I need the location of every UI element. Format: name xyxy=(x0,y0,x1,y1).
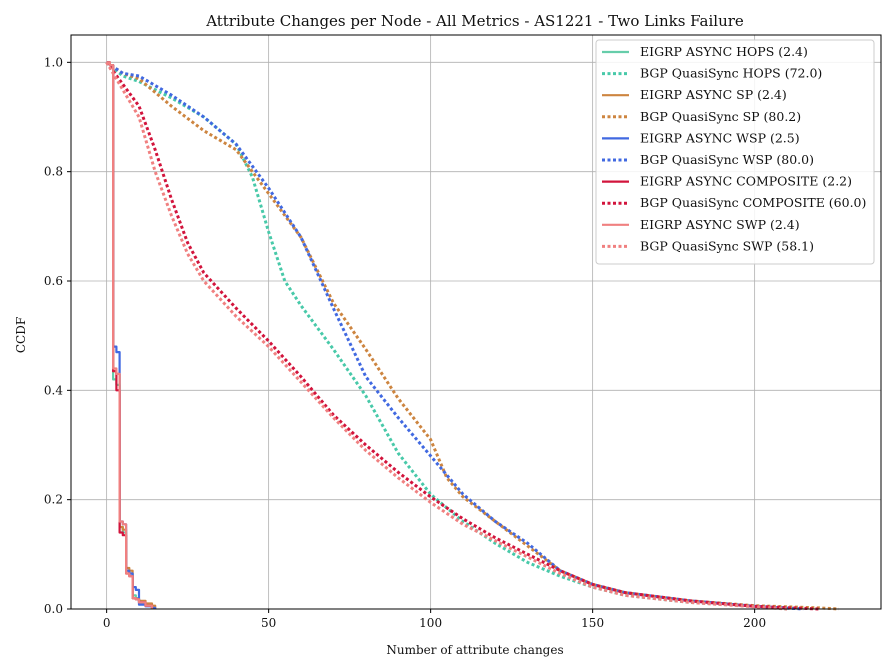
legend: EIGRP ASYNC HOPS (2.4) BGP QuasiSync HOPS… xyxy=(595,39,875,265)
y-tick-label: 0.0 xyxy=(44,602,63,616)
x-tick-label: 50 xyxy=(261,616,276,630)
legend-label: BGP QuasiSync WSP (80.0) xyxy=(640,152,814,167)
chart-title: Attribute Changes per Node - All Metrics… xyxy=(205,12,744,30)
y-tick-label: 0.4 xyxy=(44,383,63,397)
x-tick-label: 200 xyxy=(743,616,766,630)
y-axis: 0.0 0.2 0.4 0.6 0.8 1.0 xyxy=(44,55,71,616)
legend-label: EIGRP ASYNC SWP (2.4) xyxy=(640,217,800,232)
x-tick-label: 150 xyxy=(581,616,604,630)
series-line-8 xyxy=(106,61,154,609)
y-tick-label: 1.0 xyxy=(44,55,63,69)
legend-label: BGP QuasiSync COMPOSITE (60.0) xyxy=(640,195,866,210)
y-axis-label: CCDF xyxy=(14,317,28,353)
series-line-9 xyxy=(105,61,788,611)
legend-label: BGP QuasiSync SP (80.2) xyxy=(640,109,801,124)
legend-label: EIGRP ASYNC COMPOSITE (2.2) xyxy=(640,174,852,189)
legend-label: BGP QuasiSync HOPS (72.0) xyxy=(640,66,822,81)
y-tick-label: 0.6 xyxy=(44,274,63,288)
legend-label: EIGRP ASYNC SP (2.4) xyxy=(640,87,787,102)
legend-label: EIGRP ASYNC HOPS (2.4) xyxy=(640,44,808,59)
x-tick-label: 0 xyxy=(103,616,111,630)
x-tick-label: 100 xyxy=(419,616,442,630)
series-layer xyxy=(105,61,839,611)
x-axis: 0 50 100 150 200 xyxy=(103,609,766,630)
series-line-7 xyxy=(105,61,820,611)
legend-box xyxy=(595,39,875,265)
x-axis-label: Number of attribute changes xyxy=(386,643,563,657)
series-line-3 xyxy=(105,61,839,611)
legend-label: EIGRP ASYNC WSP (2.5) xyxy=(640,130,800,145)
y-tick-label: 0.2 xyxy=(44,493,63,507)
plot-frame xyxy=(70,34,882,610)
y-tick-label: 0.8 xyxy=(44,165,63,179)
legend-label: BGP QuasiSync SWP (58.1) xyxy=(640,238,814,253)
